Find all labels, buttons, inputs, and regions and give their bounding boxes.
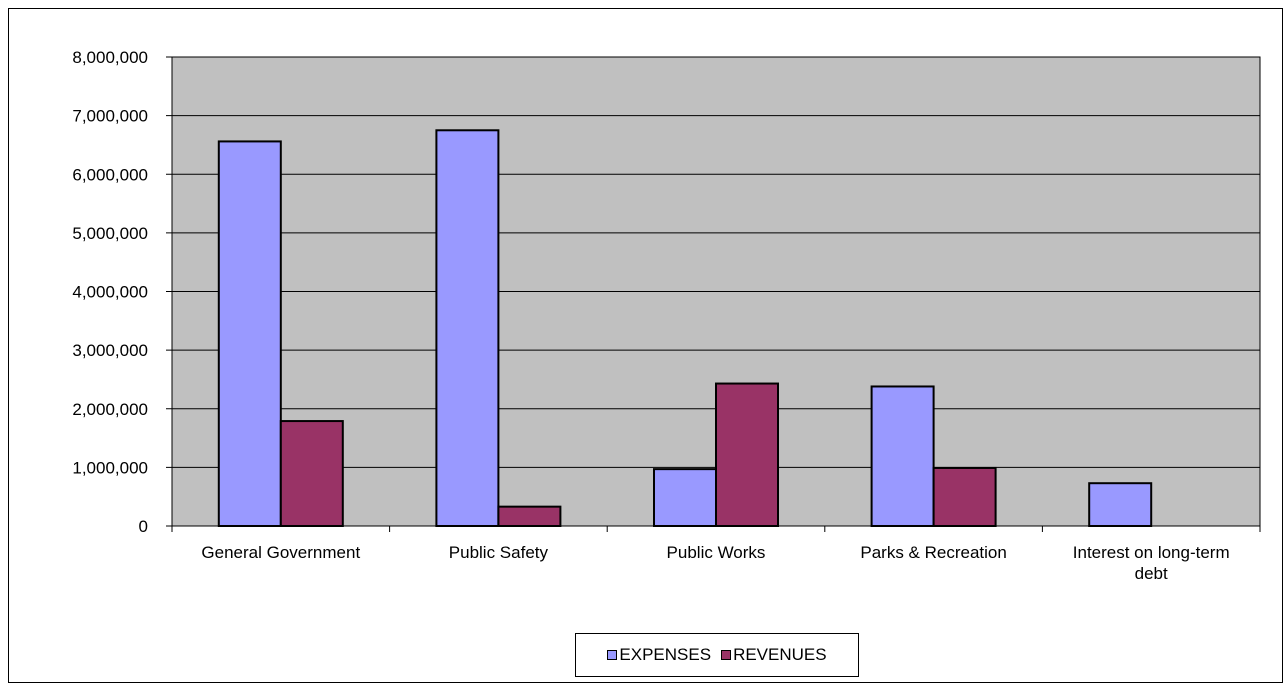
y-tick-label: 4,000,000 xyxy=(72,283,148,302)
y-tick-label: 2,000,000 xyxy=(72,400,148,419)
y-tick-label: 0 xyxy=(139,517,148,536)
bars xyxy=(217,129,1153,528)
bar-expenses xyxy=(870,385,935,527)
axis-labels: 0 1,000,000 2,000,000 3,000,000 4,000,000 5,0… xyxy=(72,48,1229,583)
bar-expenses xyxy=(217,140,282,527)
y-tick-label: 5,000,000 xyxy=(72,224,148,243)
x-tick-label: Parks & Recreation xyxy=(860,543,1006,562)
legend-label-revenues: REVENUES xyxy=(733,645,827,664)
legend-swatch-revenues xyxy=(721,650,732,660)
x-tick-label: General Government xyxy=(201,543,360,562)
bar-revenues xyxy=(932,466,997,527)
legend-item-expenses: EXPENSES xyxy=(607,645,711,665)
bar-revenues xyxy=(715,382,779,528)
y-tick-label: 1,000,000 xyxy=(72,458,148,477)
bar-expenses xyxy=(653,468,717,528)
y-tick-label: 7,000,000 xyxy=(72,107,148,126)
legend-item-revenues: REVENUES xyxy=(721,645,827,665)
bar-revenues xyxy=(279,420,344,527)
x-tick-label: Public Safety xyxy=(449,543,549,562)
x-tick-label: Interest on long-term debt xyxy=(1073,543,1230,583)
bar-expenses xyxy=(1088,482,1153,527)
y-tick-label: 8,000,000 xyxy=(72,48,148,67)
bar-expenses xyxy=(435,129,500,527)
axes xyxy=(166,56,1261,532)
x-tick-label: Public Works xyxy=(667,543,766,562)
bar-revenues xyxy=(497,505,562,527)
legend-label-expenses: EXPENSES xyxy=(619,645,712,664)
y-tick-label: 3,000,000 xyxy=(72,341,148,360)
legend-swatch-expenses xyxy=(607,650,618,660)
legend: EXPENSES REVENUES xyxy=(575,633,859,677)
y-tick-label: 6,000,000 xyxy=(72,165,148,184)
